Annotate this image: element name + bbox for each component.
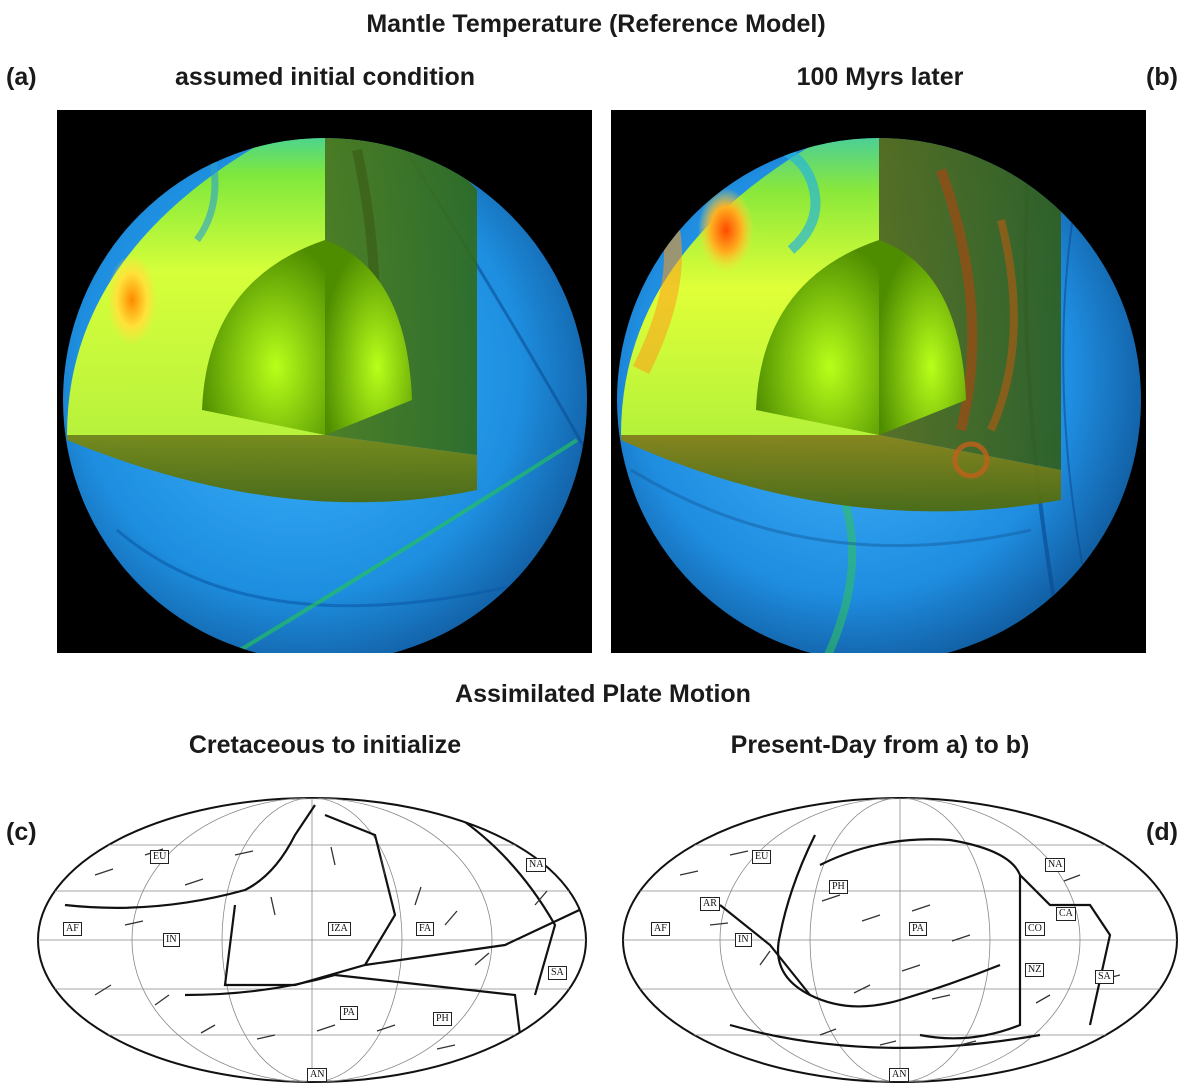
panel-b-caption: 100 Myrs later: [796, 63, 964, 91]
plate-label-d-9: NZ: [1025, 963, 1045, 977]
panel-d-caption: Present-Day from a) to b): [730, 731, 1030, 759]
plate-label-c-4: FA: [416, 922, 435, 936]
panel-a-label: (a): [6, 63, 37, 91]
plate-label-d-4: PH: [829, 880, 848, 894]
plate-label-c-7: PA: [340, 1006, 358, 1020]
panel-c-label: (c): [6, 818, 37, 846]
plate-label-c-2: IN: [163, 933, 180, 947]
plate-label-d-0: EU: [752, 850, 772, 864]
section-title-plate-motion: Assimilated Plate Motion: [455, 680, 751, 708]
plate-label-c-8: PH: [433, 1012, 452, 1026]
plate-label-d-3: IN: [735, 933, 752, 947]
plate-label-d-2: AF: [651, 922, 670, 936]
panel-a-caption: assumed initial condition: [174, 63, 476, 91]
mantle-sphere-a: [57, 110, 592, 653]
plate-label-c-9: AN: [307, 1068, 328, 1082]
plate-label-c-6: SA: [548, 966, 567, 980]
plate-label-d-7: CA: [1056, 907, 1076, 921]
figure-title: Mantle Temperature (Reference Model): [366, 10, 826, 38]
plate-label-d-6: NA: [1045, 858, 1066, 872]
plate-label-d-11: AN: [889, 1068, 910, 1082]
plate-label-c-3: IZA: [328, 922, 351, 936]
plate-label-d-10: SA: [1095, 970, 1114, 984]
panel-b-label: (b): [1146, 63, 1178, 91]
panel-d-label: (d): [1146, 818, 1178, 846]
plate-label-c-0: EU: [150, 850, 170, 864]
plate-label-d-8: CO: [1025, 922, 1045, 936]
plate-map-d: [620, 795, 1180, 1085]
plate-map-c: [35, 795, 590, 1085]
plate-label-d-1: AR: [700, 897, 720, 911]
mantle-sphere-b: [611, 110, 1146, 653]
panel-c-caption: Cretaceous to initialize: [188, 731, 462, 759]
plate-label-d-5: PA: [909, 922, 927, 936]
plate-label-c-1: AF: [63, 922, 82, 936]
plate-label-c-5: NA: [526, 858, 547, 872]
